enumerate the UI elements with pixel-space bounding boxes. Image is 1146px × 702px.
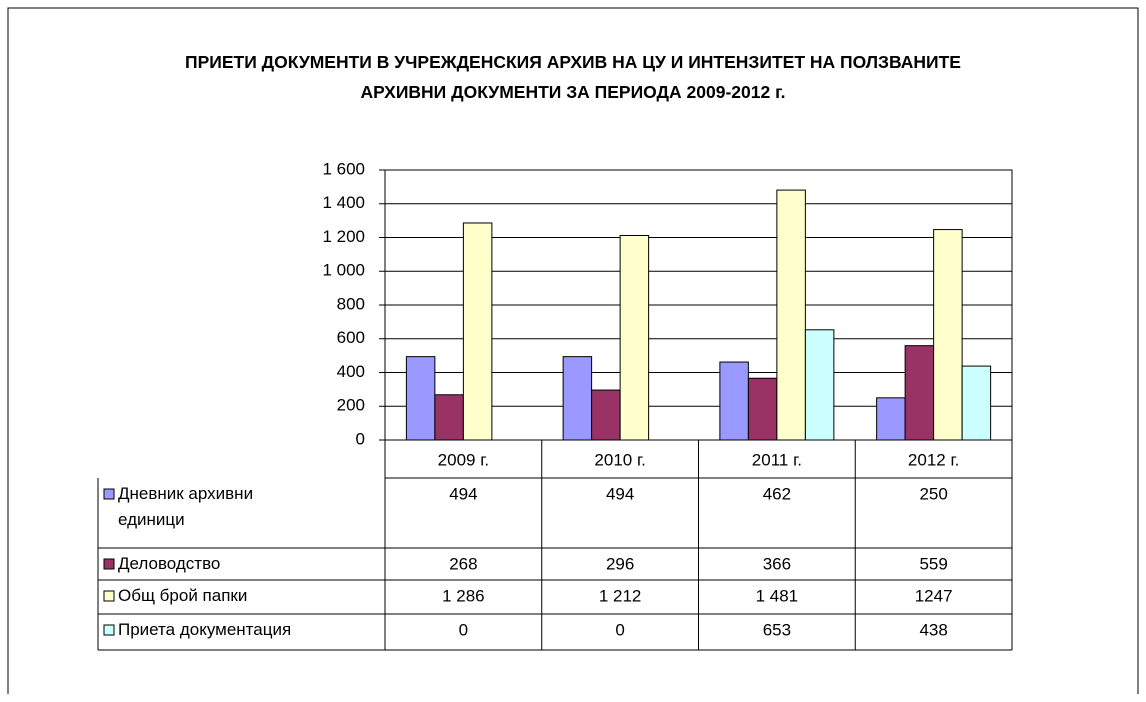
bar xyxy=(776,189,806,441)
table-value: 366 xyxy=(763,554,791,573)
table-value: 559 xyxy=(919,554,947,573)
x-tick-label: 2010 г. xyxy=(594,450,645,469)
x-tick-label: 2009 г. xyxy=(438,450,489,469)
bar xyxy=(719,361,749,441)
y-tick-label: 600 xyxy=(337,328,365,347)
bar xyxy=(462,222,493,441)
bar xyxy=(904,345,935,441)
bar xyxy=(562,356,593,441)
bar xyxy=(405,356,436,441)
table-value: 462 xyxy=(763,484,791,503)
bar xyxy=(591,389,621,441)
chart-title: ПРИЕТИ ДОКУМЕНТИ В УЧРЕЖДЕНСКИЯ АРХИВ НА… xyxy=(185,52,961,102)
table-value: 0 xyxy=(459,620,468,639)
legend-label: Дневник архивни единици xyxy=(118,484,254,529)
bar xyxy=(961,365,992,441)
bar xyxy=(619,234,650,441)
table-value: 653 xyxy=(763,620,791,639)
bar xyxy=(747,377,778,441)
table-value: 494 xyxy=(606,484,634,503)
table-value: 268 xyxy=(449,554,477,573)
table-value: 438 xyxy=(919,620,947,639)
table-value: 0 xyxy=(615,620,624,639)
y-tick-label: 200 xyxy=(337,396,365,415)
table-value: 1 212 xyxy=(599,586,642,605)
table-value: 494 xyxy=(449,484,477,503)
legend-swatch xyxy=(103,558,115,570)
legend-label: Общ брой папки xyxy=(118,586,248,605)
legend-label: Деловодство xyxy=(118,554,221,573)
legend-swatch xyxy=(103,624,115,636)
legend-label: Приета документация xyxy=(118,620,292,639)
legend-swatch xyxy=(103,488,115,500)
title-box: ПРИЕТИ ДОКУМЕНТИ В УЧРЕЖДЕНСКИЯ АРХИВ НА… xyxy=(185,52,961,102)
y-tick-label: 1 400 xyxy=(322,193,365,212)
y-tick-label: 400 xyxy=(337,362,365,381)
x-tick-label: 2012 г. xyxy=(908,450,959,469)
legend-label-box: Приета документация xyxy=(118,620,292,639)
y-tick-label: 1 000 xyxy=(322,261,365,280)
bar xyxy=(876,397,906,441)
y-tick-label: 1 600 xyxy=(322,159,365,178)
legend-label-box: Дневник архивни единици xyxy=(118,484,254,529)
legend-label-box: Деловодство xyxy=(118,554,221,573)
table-value: 250 xyxy=(919,484,947,503)
bar xyxy=(434,394,464,441)
legend-label-box: Общ брой папки xyxy=(118,586,248,605)
frame xyxy=(7,7,1139,694)
table-value: 1247 xyxy=(915,586,953,605)
legend-swatch xyxy=(103,590,115,602)
table-value: 1 481 xyxy=(756,586,799,605)
table-value: 1 286 xyxy=(442,586,485,605)
y-tick-label: 1 200 xyxy=(322,227,365,246)
bar xyxy=(804,329,835,441)
y-tick-label: 0 xyxy=(356,429,365,448)
y-tick-label: 800 xyxy=(337,294,365,313)
bar xyxy=(933,229,963,441)
table-value: 296 xyxy=(606,554,634,573)
x-tick-label: 2011 г. xyxy=(752,450,802,469)
